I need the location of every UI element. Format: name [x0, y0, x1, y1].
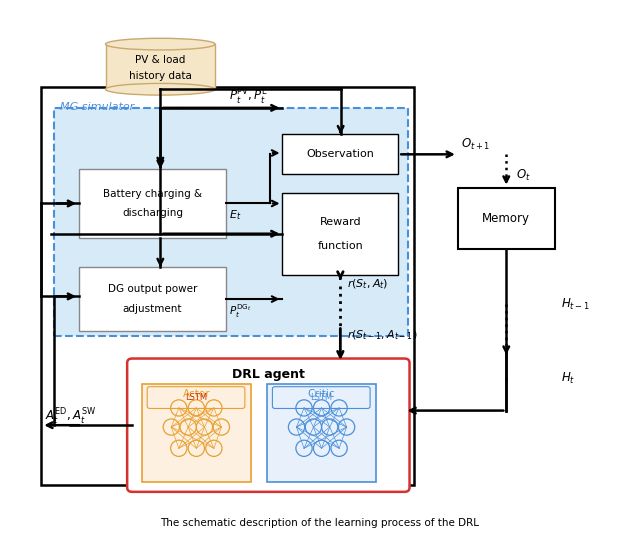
Bar: [267, 384, 376, 482]
Text: $H_t$: $H_t$: [561, 371, 575, 386]
Text: DG output power: DG output power: [108, 284, 197, 294]
Text: adjustment: adjustment: [123, 304, 182, 313]
Text: discharging: discharging: [122, 208, 183, 218]
Text: $E_t$: $E_t$: [229, 208, 241, 222]
Text: function: function: [317, 241, 364, 251]
Text: $P_t^{{\rm DG}_t}$: $P_t^{{\rm DG}_t}$: [229, 302, 252, 319]
Text: $r\left(S_t, A_t\right)$: $r\left(S_t, A_t\right)$: [347, 278, 388, 292]
Text: Observation: Observation: [307, 149, 374, 159]
Bar: [106, 44, 215, 89]
Text: Reward: Reward: [319, 217, 361, 227]
Bar: [42, 87, 414, 485]
Text: Actor: Actor: [182, 389, 210, 398]
Text: LSTM: LSTM: [310, 393, 332, 402]
Text: $P_t^{\rm PV}, P_t^{\rm L}$: $P_t^{\rm PV}, P_t^{\rm L}$: [229, 87, 269, 107]
Text: $r\left(S_{t-1}, A_{t-1}\right)$: $r\left(S_{t-1}, A_{t-1}\right)$: [347, 328, 417, 342]
FancyBboxPatch shape: [273, 387, 370, 408]
Text: Memory: Memory: [483, 211, 531, 225]
Bar: [458, 187, 555, 249]
Text: The schematic description of the learning process of the DRL: The schematic description of the learnin…: [161, 518, 479, 528]
Text: Battery charging &: Battery charging &: [103, 189, 202, 199]
Bar: [141, 384, 251, 482]
FancyBboxPatch shape: [147, 387, 245, 408]
Text: history data: history data: [129, 71, 192, 81]
Bar: [282, 135, 398, 174]
Bar: [79, 169, 226, 238]
Text: $O_{t+1}$: $O_{t+1}$: [461, 137, 490, 152]
Text: $H_{t-1}$: $H_{t-1}$: [561, 297, 589, 312]
FancyBboxPatch shape: [127, 359, 410, 492]
Ellipse shape: [106, 38, 215, 50]
Ellipse shape: [106, 83, 215, 95]
Text: LSTM: LSTM: [185, 393, 207, 402]
Bar: [282, 193, 398, 275]
Text: $A_t^{\rm ED}, A_t^{\rm SW}$: $A_t^{\rm ED}, A_t^{\rm SW}$: [45, 407, 96, 427]
Text: MG simulator: MG simulator: [60, 102, 134, 112]
Text: Critic: Critic: [308, 389, 335, 398]
Bar: [79, 267, 226, 331]
Text: DRL agent: DRL agent: [232, 368, 305, 381]
Text: PV & load: PV & load: [135, 55, 186, 65]
Bar: [54, 108, 408, 336]
Text: $O_t$: $O_t$: [516, 168, 531, 183]
